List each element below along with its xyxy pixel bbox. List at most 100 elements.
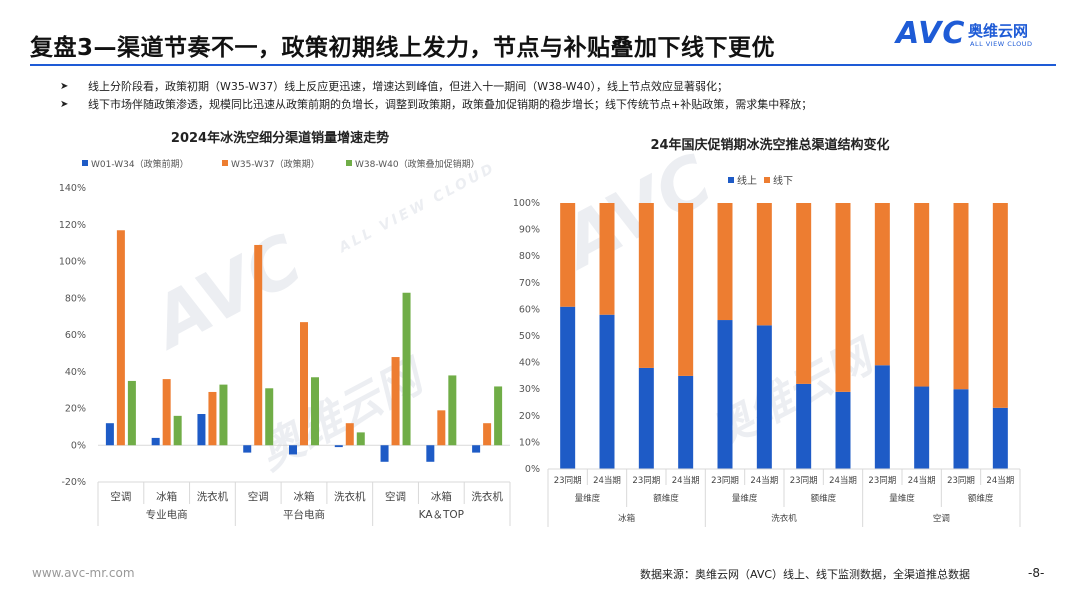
bar [151, 437, 160, 446]
bar [426, 445, 435, 462]
bar [391, 357, 400, 446]
legend-label: W01-W34（政策前期） [91, 158, 189, 170]
stacked-bar-segment [560, 203, 576, 307]
legend-label: W35-W37（政策期） [231, 158, 320, 170]
sub-group-label: 量维度 [889, 493, 915, 504]
y-tick-label: 30% [519, 384, 540, 395]
y-tick-label: 10% [519, 437, 540, 448]
bar [402, 292, 411, 446]
category-label: 24当期 [986, 475, 1014, 486]
bar [380, 445, 389, 462]
category-label: 23同期 [947, 476, 975, 486]
bullet-text: 线上分阶段看，政策初期（W35-W37）线上反应更迅速，增速达到峰值，但进入十一… [88, 80, 729, 93]
stacked-bar-segment [599, 314, 615, 469]
y-tick-label: 140% [59, 183, 86, 194]
avc-logo: AVC 奥维云网 ALL VIEW CLOUD [896, 16, 1056, 60]
bar [289, 445, 297, 455]
y-tick-label: 60% [519, 304, 540, 315]
sub-group-label: 量维度 [575, 493, 601, 504]
bar [219, 384, 228, 446]
group-label: 洗衣机 [771, 513, 797, 524]
category-label: 空调 [385, 490, 406, 503]
category-label: 洗衣机 [334, 490, 366, 503]
sub-group-label: 额维度 [811, 493, 837, 504]
logo-mark: AVC [896, 16, 966, 51]
group-label: 平台电商 [283, 508, 325, 521]
group-label: 专业电商 [146, 508, 188, 521]
category-label: 24当期 [593, 475, 621, 486]
bar [197, 414, 206, 446]
stacked-bar-segment [796, 383, 812, 469]
bar [162, 379, 171, 446]
stacked-bar-segment [599, 203, 615, 315]
stacked-bar-segment [874, 203, 890, 366]
stacked-bar-segment [992, 407, 1008, 469]
stacked-bar-segment [953, 203, 969, 390]
bar [345, 423, 354, 446]
y-tick-label: 80% [519, 251, 540, 262]
bar [127, 380, 136, 446]
stacked-bar-segment [953, 389, 969, 469]
stacked-bar-segment [638, 367, 654, 469]
bar [116, 230, 125, 446]
category-label: 23同期 [711, 476, 739, 486]
arrow-bullet-icon: ➤ [60, 99, 69, 110]
y-tick-label: 40% [65, 367, 86, 378]
sub-group-label: 量维度 [732, 493, 758, 504]
y-tick-label: 100% [513, 198, 540, 209]
bar [265, 388, 274, 446]
bar [334, 445, 343, 448]
category-label: 23同期 [868, 476, 896, 486]
y-tick-label: 80% [65, 293, 86, 304]
page-title: 复盘3—渠道节奏不一，政策初期线上发力，节点与补贴叠加下线下更优 [30, 35, 776, 61]
chart-title: 24年国庆促销期冰洗空推总渠道结构变化 [650, 137, 889, 153]
category-label: 24当期 [908, 475, 936, 486]
bar [300, 322, 308, 446]
legend-label: W38-W40（政策叠加促销期） [355, 158, 480, 170]
logo-cn: 奥维云网 [968, 22, 1029, 40]
stacked-bar-segment [914, 386, 930, 469]
chart-title: 2024年冰洗空细分渠道销量增速走势 [171, 130, 389, 146]
y-tick-label: 20% [65, 404, 86, 415]
y-tick-label: 60% [65, 330, 86, 341]
stacked-bar-segment [638, 203, 654, 368]
category-label: 洗衣机 [471, 490, 503, 503]
bar [494, 386, 503, 446]
bar [243, 445, 252, 453]
category-label: 空调 [110, 490, 131, 503]
legend-swatch [728, 177, 734, 183]
category-label: 24当期 [750, 475, 778, 486]
bar [311, 377, 319, 446]
bar [208, 391, 217, 446]
group-label: 空调 [933, 513, 950, 524]
bar [173, 415, 182, 446]
legend-swatch [222, 160, 228, 166]
stacked-bar-segment [756, 203, 772, 326]
bullet-item: ➤ 线下市场伴随政策渗透，规模同比迅速从政策前期的负增长，调整到政策期，政策叠加… [60, 96, 812, 114]
y-tick-label: 90% [519, 225, 540, 236]
bar [356, 432, 365, 446]
stacked-bar-segment [678, 375, 694, 469]
bar [105, 423, 114, 446]
y-tick-label: 40% [519, 358, 540, 369]
stacked-bar-segment [835, 203, 851, 392]
sub-group-label: 额维度 [968, 493, 994, 504]
stacked-bar-segment [796, 203, 812, 384]
bullet-item: ➤ 线上分阶段看，政策初期（W35-W37）线上反应更迅速，增速达到峰值，但进入… [60, 78, 812, 96]
y-tick-label: 0% [71, 440, 86, 451]
arrow-bullet-icon: ➤ [60, 81, 69, 92]
category-label: 23同期 [790, 476, 818, 486]
logo-en: ALL VIEW CLOUD [970, 40, 1033, 48]
stacked-bar-segment [717, 203, 733, 321]
bar [483, 423, 492, 446]
bar [254, 244, 263, 446]
group-label: 冰箱 [618, 513, 636, 524]
legend-swatch [82, 160, 88, 166]
page-number: -8- [1028, 566, 1045, 580]
stacked-bar-segment [992, 203, 1008, 408]
summary-bullets: ➤ 线上分阶段看，政策初期（W35-W37）线上反应更迅速，增速达到峰值，但进入… [60, 78, 812, 114]
category-label: 冰箱 [294, 490, 315, 503]
stacked-bar-segment [874, 365, 890, 469]
y-tick-label: 0% [525, 464, 540, 475]
